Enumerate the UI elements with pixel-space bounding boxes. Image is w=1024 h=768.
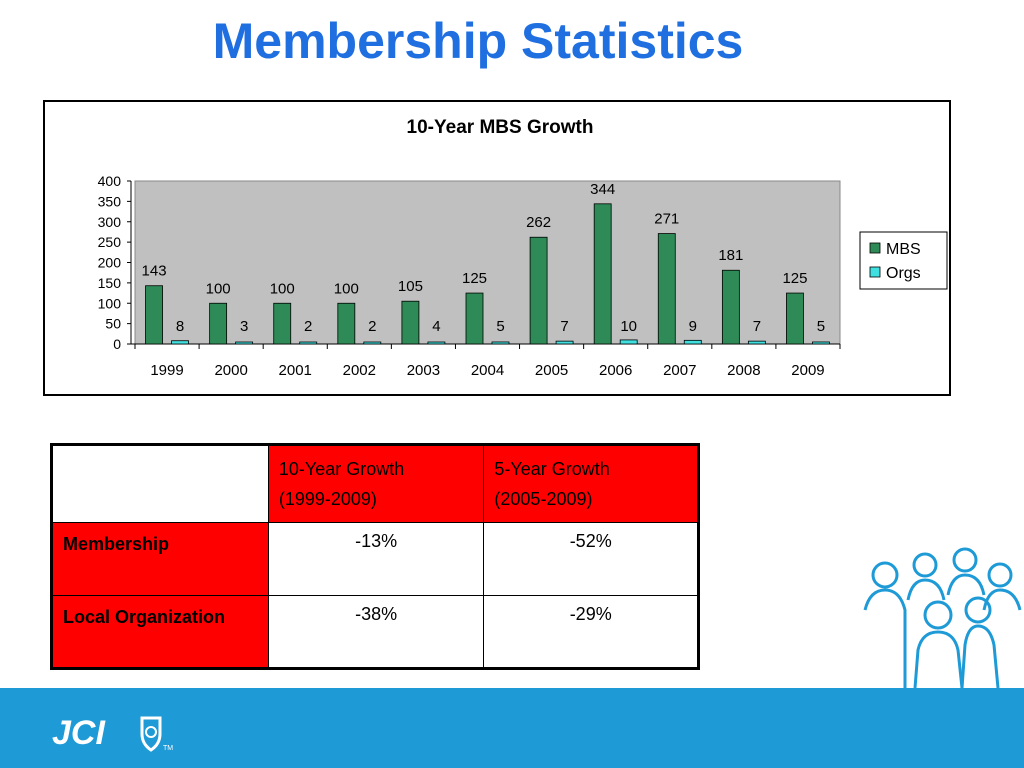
row-label-local-organization: Local Organization [51,595,269,669]
table-header-blank [51,444,269,523]
jci-shield-icon [140,716,162,752]
header-5-year-range: (2005-2009) [494,489,593,509]
x-tick-label: 2003 [407,362,440,379]
bar-orgs [299,341,318,345]
table-header-10-year: 10-Year Growth (1999-2009) [267,444,485,523]
x-tick-label: 2008 [727,362,760,379]
legend-swatch-orgs [869,266,881,278]
data-label-mbs: 181 [718,247,743,264]
cell-membership-10-year: -13% [267,522,485,596]
bar-chart: 10-Year MBS Growth 050100150200250300350… [98,117,948,379]
y-tick-label: 250 [98,234,122,250]
y-tick-label: 50 [105,316,121,332]
y-tick-label: 300 [98,214,122,230]
cell-membership-5-year: -52% [483,522,699,596]
bar-mbs [145,285,163,345]
table-row: Local Organization -38% -29% [51,595,699,669]
bar-mbs [465,292,484,345]
bar-orgs [491,341,510,345]
y-tick-label: 0 [113,336,121,352]
y-tick-label: 400 [98,173,122,189]
x-tick-label: 2006 [599,362,632,379]
data-label-orgs: 3 [240,318,248,335]
y-tick-label: 100 [98,295,122,311]
data-label-orgs: 7 [753,318,761,335]
data-label-mbs: 344 [590,181,615,198]
data-label-orgs: 4 [432,318,440,335]
legend-label-mbs: MBS [886,241,921,258]
bar-orgs [555,340,574,345]
data-label-mbs: 125 [782,270,807,287]
chart-container: 10-Year MBS Growth 0 50 100 150 200 250 300 350… [43,100,951,396]
row-label-membership: Membership [51,522,269,596]
chart-legend: MBS Orgs [859,231,948,290]
data-label-mbs: 271 [654,211,679,228]
x-tick-label: 2007 [663,362,696,379]
x-tick-label: 2004 [471,362,504,379]
bar-orgs [427,341,446,345]
header-5-year-label: 5-Year Growth [494,459,610,479]
chart-title: 10-Year MBS Growth [407,117,594,138]
table-header-row: 10-Year Growth (1999-2009) 5-Year Growth… [51,444,699,523]
legend-swatch-mbs [869,242,881,254]
data-label-orgs: 5 [496,318,504,335]
cell-local-org-10-year: -38% [267,595,485,669]
footer-bar [0,688,1024,768]
table-row: Membership -13% -52% [51,522,699,596]
legend-label-orgs: Orgs [886,265,921,282]
bar-mbs [401,300,420,345]
data-label-mbs: 125 [462,270,487,287]
bar-mbs [529,236,548,345]
data-label-mbs: 105 [398,278,423,295]
data-label-orgs: 2 [304,318,312,335]
table-header-5-year: 5-Year Growth (2005-2009) [483,444,699,523]
x-tick-label: 2000 [214,362,247,379]
data-label-mbs: 262 [526,214,551,231]
bar-mbs [337,302,356,345]
data-label-orgs: 5 [817,318,825,335]
data-label-mbs: 100 [270,280,295,297]
chart-plot-area: 0 50 100 150 200 250 300 350 400 1999 2000 2001 2002… [98,173,841,379]
bar-mbs [273,302,292,345]
data-label-orgs: 9 [689,318,697,335]
y-tick-label: 350 [98,193,122,209]
bar-orgs [812,341,830,345]
x-tick-label: 2001 [279,362,312,379]
data-label-mbs: 100 [206,280,231,297]
x-tick-label: 2005 [535,362,568,379]
bar-mbs [593,203,612,345]
bar-orgs [619,339,638,345]
slide-title: Membership Statistics [212,13,744,69]
data-label-orgs: 8 [176,318,184,335]
bar-orgs [683,339,702,345]
bar-mbs [657,233,676,345]
bar-orgs [363,341,382,345]
x-tick-label: 2002 [343,362,376,379]
bar-mbs [209,302,228,345]
growth-table: 10-Year Growth (1999-2009) 5-Year Growth… [50,443,700,670]
bar-orgs [171,340,189,345]
jci-trademark: TM [163,745,173,752]
data-label-orgs: 2 [368,318,376,335]
cell-local-org-5-year: -29% [483,595,699,669]
bar-mbs [721,269,740,345]
data-label-mbs: 100 [334,280,359,297]
jci-logo-text: JCI [52,714,106,752]
legend-box [859,231,948,290]
data-label-orgs: 7 [560,318,568,335]
bar-mbs [786,292,804,345]
bar-orgs [235,341,254,345]
data-label-mbs: 143 [142,263,167,280]
y-tick-label: 150 [98,275,122,291]
header-10-year-range: (1999-2009) [278,489,377,509]
people-silhouette-icon [863,547,1022,689]
header-10-year-label: 10-Year Growth [278,459,405,479]
y-tick-label: 200 [98,255,122,271]
jci-logo: JCI TM [52,714,173,752]
x-tick-label: 1999 [150,362,183,379]
bar-orgs [747,340,766,345]
x-tick-label: 2009 [791,362,824,379]
data-label-orgs: 10 [620,318,637,335]
